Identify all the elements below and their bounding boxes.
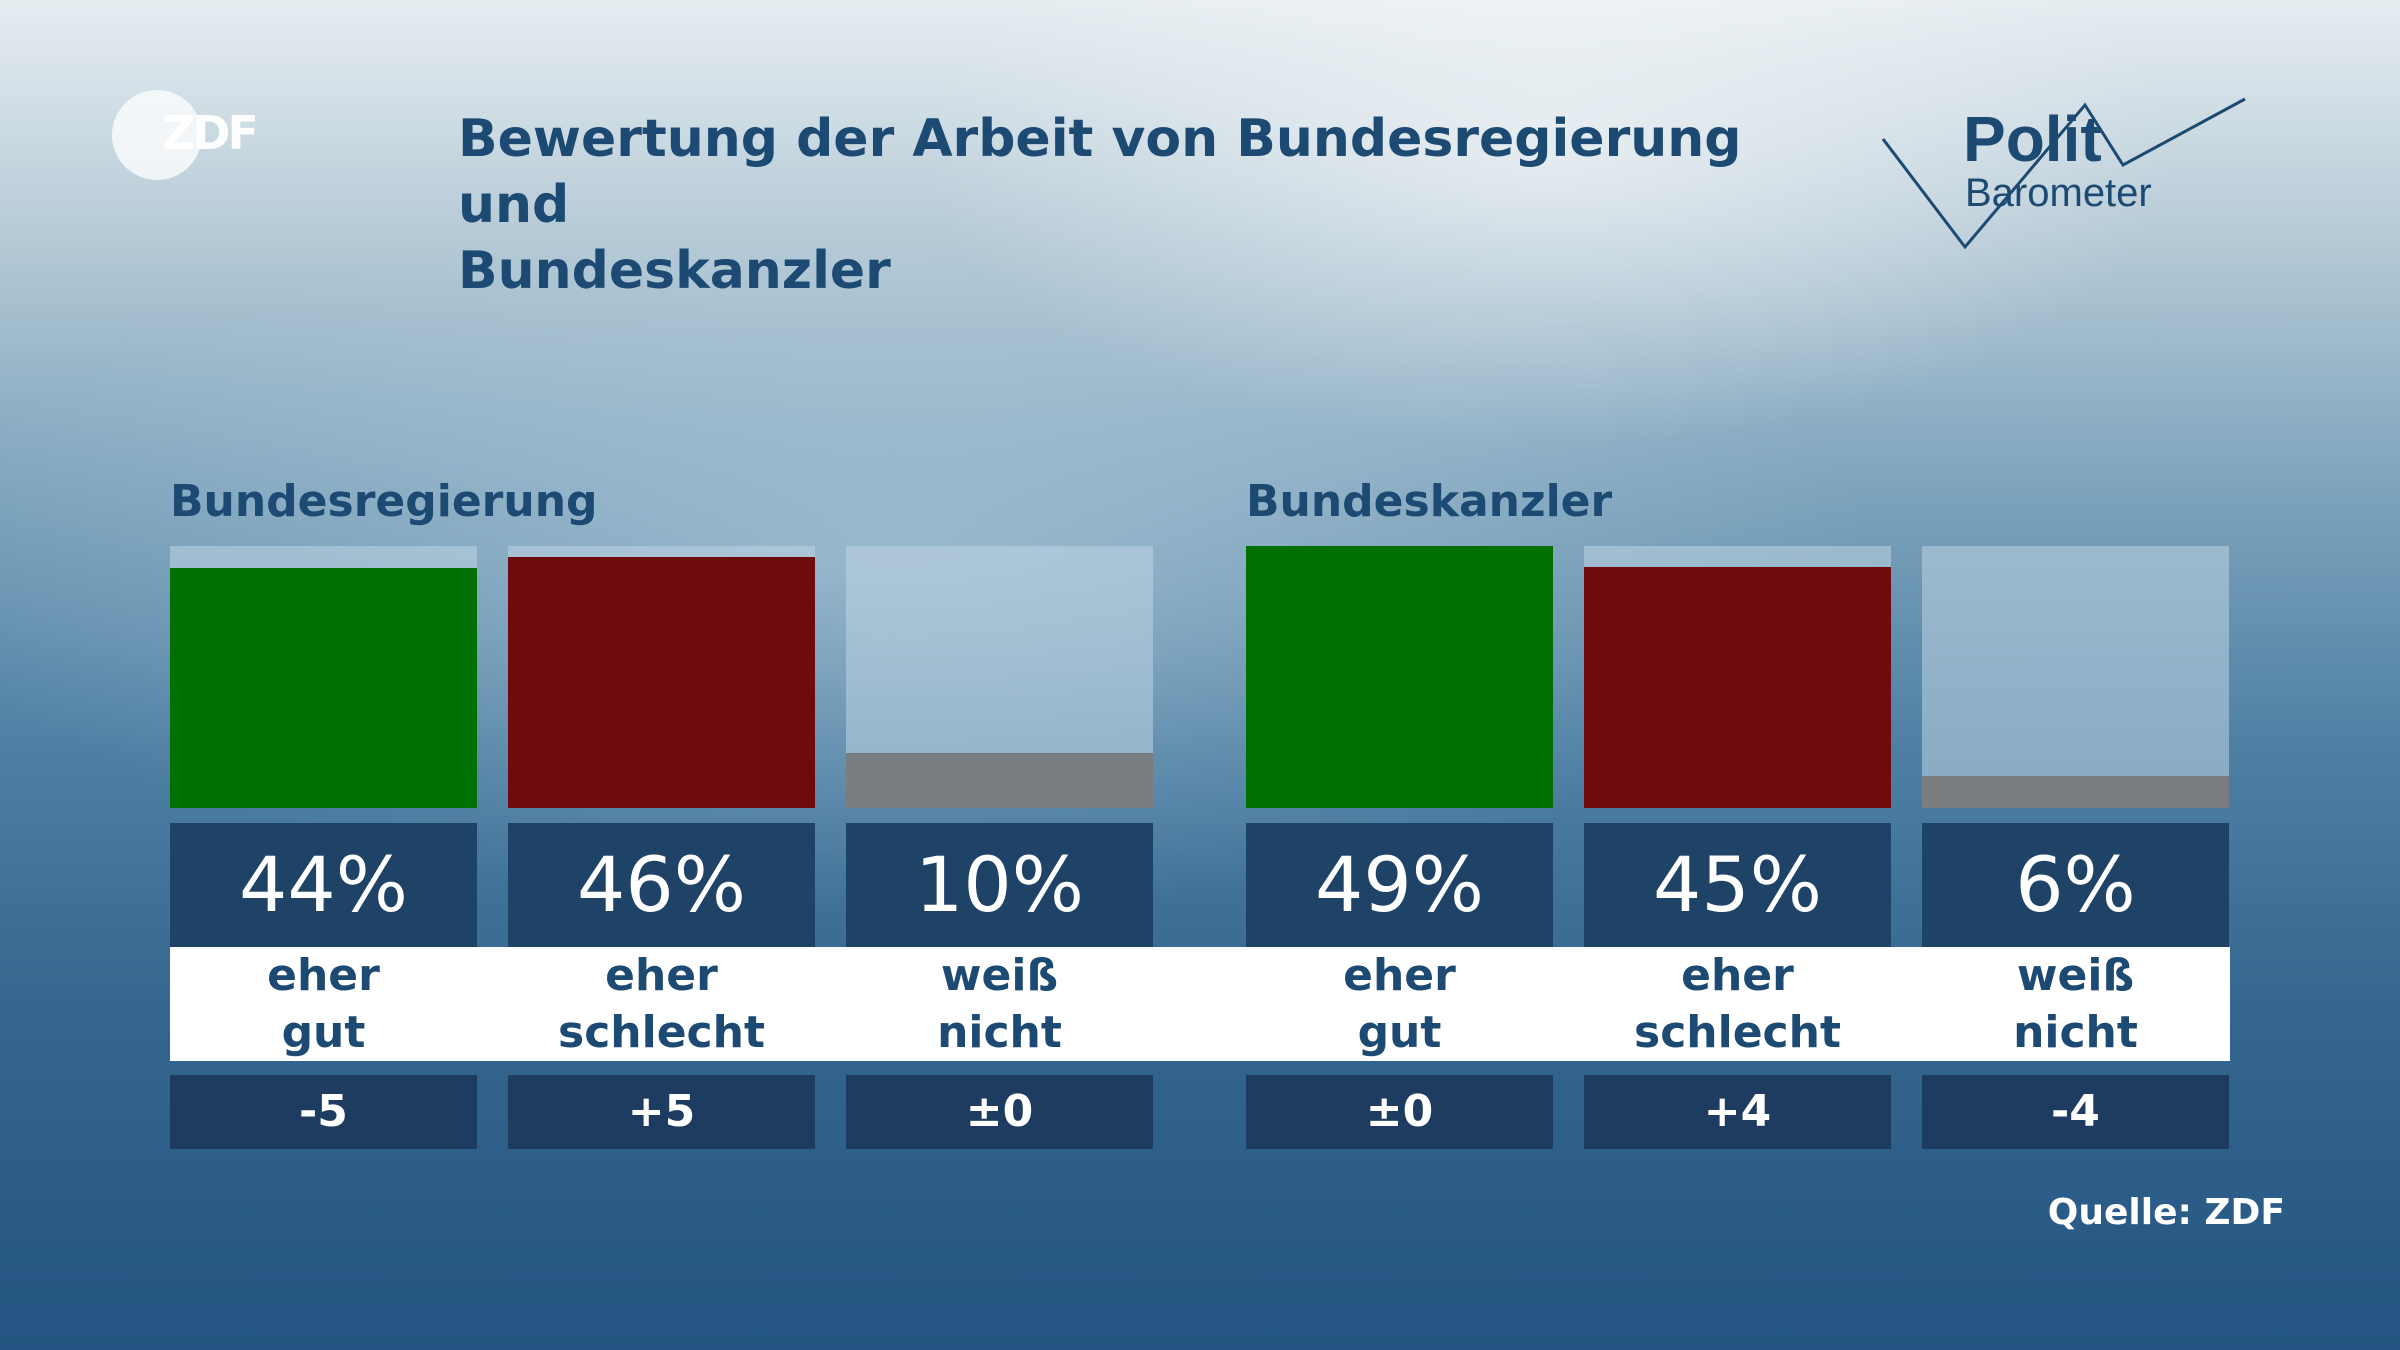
value-label: 6% bbox=[1922, 823, 2229, 947]
chart-title-line-2: Bundeskanzler bbox=[458, 241, 891, 301]
zdf-logo: ZDF bbox=[112, 86, 272, 186]
change-label: -5 bbox=[170, 1075, 477, 1149]
change-label: +5 bbox=[508, 1075, 815, 1149]
politbarometer-logo: Polit Barometer bbox=[1875, 95, 2255, 265]
bar bbox=[846, 753, 1153, 808]
source-label: Quelle: ZDF bbox=[2047, 1192, 2285, 1233]
category-label-line-2: nicht bbox=[937, 1007, 1062, 1058]
bar bbox=[170, 568, 477, 808]
category-label-line-2: nicht bbox=[2013, 1007, 2138, 1058]
category-label-line-1: weiß bbox=[940, 950, 1059, 1001]
change-label: +4 bbox=[1584, 1075, 1891, 1149]
bar bbox=[1922, 776, 2229, 808]
value-label: 49% bbox=[1246, 823, 1553, 947]
bar bbox=[1246, 546, 1553, 808]
category-label-line-2: gut bbox=[281, 1007, 366, 1058]
bar-track bbox=[1922, 546, 2229, 808]
value-label: 44% bbox=[170, 823, 477, 947]
politbarometer-zigzag-icon bbox=[1881, 97, 2246, 250]
bar-track bbox=[508, 546, 815, 808]
value-label: 10% bbox=[846, 823, 1153, 947]
bar bbox=[1584, 567, 1891, 808]
category-label-line-2: schlecht bbox=[558, 1007, 765, 1058]
category-label: eher gut bbox=[1246, 947, 1553, 1061]
category-label: eher schlecht bbox=[1584, 947, 1891, 1061]
change-label: ±0 bbox=[846, 1075, 1153, 1149]
bar-track bbox=[846, 546, 1153, 808]
category-label-line-2: schlecht bbox=[1634, 1007, 1841, 1058]
bar-track bbox=[1246, 546, 1553, 808]
category-label: eher schlecht bbox=[508, 947, 815, 1061]
category-label-line-1: weiß bbox=[2016, 950, 2135, 1001]
category-label-line-1: eher bbox=[267, 950, 380, 1001]
change-label: ±0 bbox=[1246, 1075, 1553, 1149]
chart-title-line-1: Bewertung der Arbeit von Bundesregierung… bbox=[458, 109, 1742, 235]
category-label-line-2: gut bbox=[1357, 1007, 1442, 1058]
panel-title-bundesregierung: Bundesregierung bbox=[170, 476, 598, 527]
category-label: eher gut bbox=[170, 947, 477, 1061]
bar bbox=[508, 557, 815, 808]
bar-track bbox=[170, 546, 477, 808]
zdf-logo-text: ZDF bbox=[162, 106, 259, 160]
category-label-line-1: eher bbox=[1343, 950, 1456, 1001]
panel-title-bundeskanzler: Bundeskanzler bbox=[1246, 476, 1613, 527]
zdf-logo-circle bbox=[112, 90, 202, 180]
value-label: 46% bbox=[508, 823, 815, 947]
category-label: weiß nicht bbox=[846, 947, 1153, 1061]
category-label-line-1: eher bbox=[1681, 950, 1794, 1001]
category-label: weiß nicht bbox=[1922, 947, 2229, 1061]
category-label-line-1: eher bbox=[605, 950, 718, 1001]
politbarometer-logo-barometer: Barometer bbox=[1965, 171, 2152, 215]
politbarometer-logo-polit: Polit bbox=[1963, 103, 2102, 175]
label-strip bbox=[170, 947, 2230, 1061]
chart-title: Bewertung der Arbeit von Bundesregierung… bbox=[458, 106, 1808, 304]
bar-track bbox=[1584, 546, 1891, 808]
value-label: 45% bbox=[1584, 823, 1891, 947]
change-label: -4 bbox=[1922, 1075, 2229, 1149]
